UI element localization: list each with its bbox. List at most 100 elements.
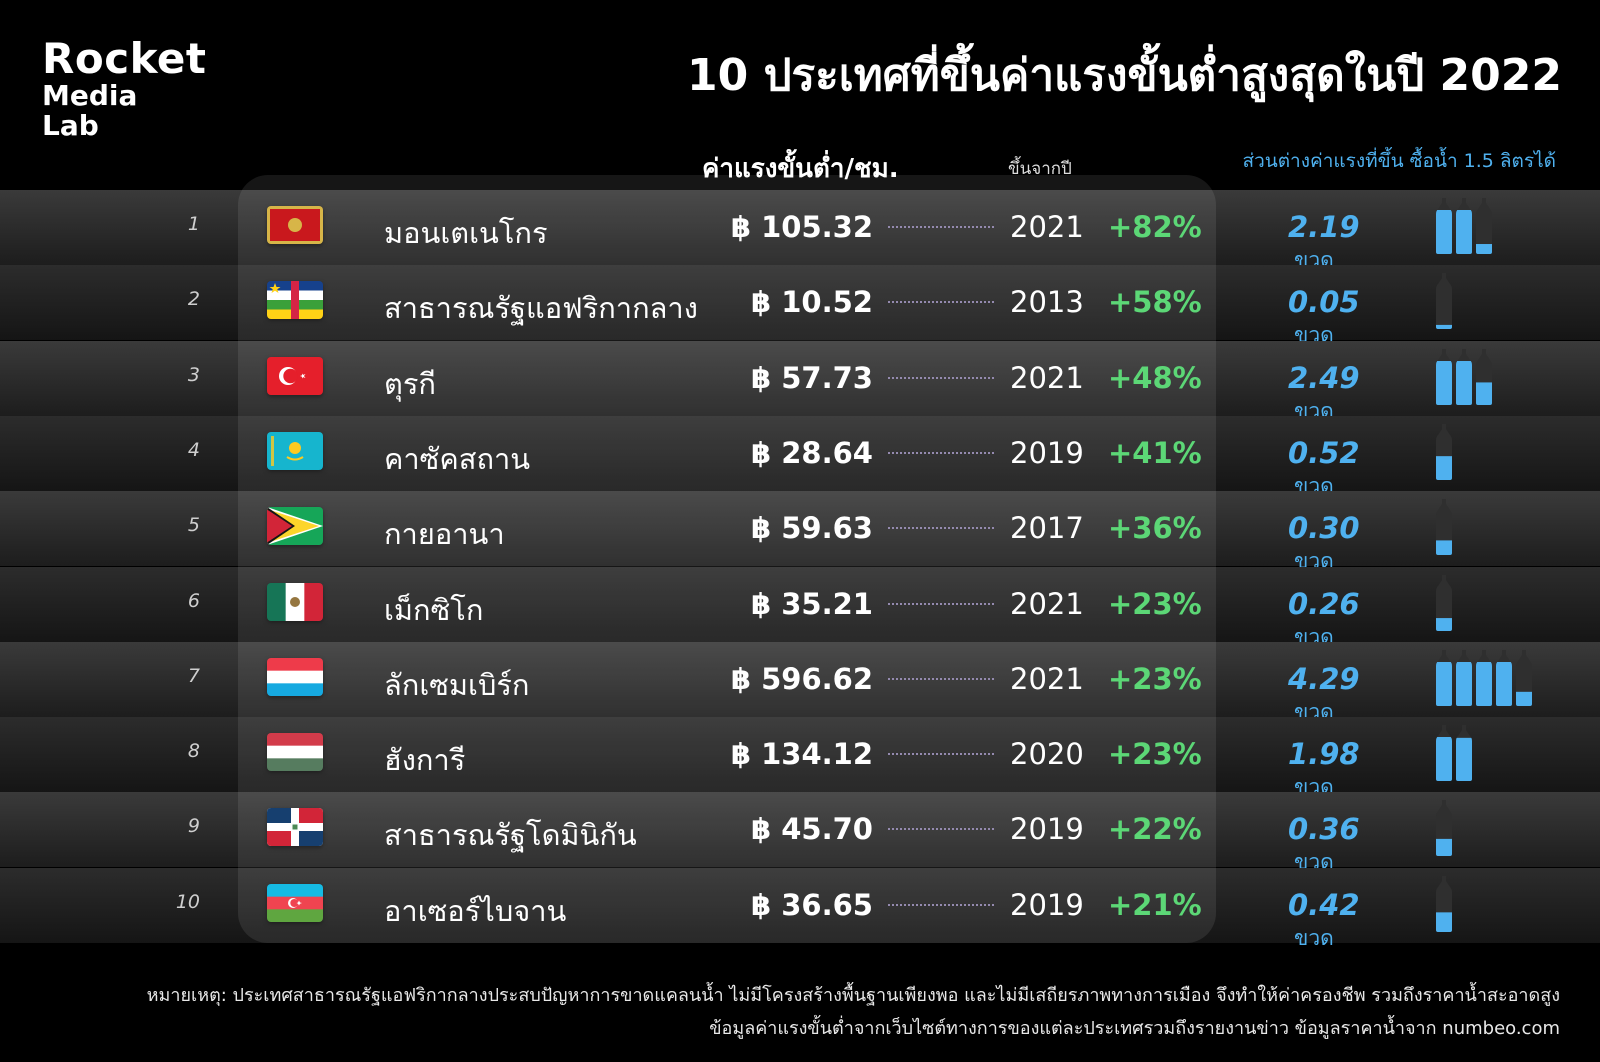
table-row: 3 ตุรกี฿ 57.73 2021 +48% 2.49 ขวด	[0, 340, 1600, 423]
dotted-leader-line	[888, 602, 994, 605]
bottle-count: 1.98	[1288, 737, 1360, 772]
country-name: คาซัคสถาน	[384, 441, 531, 476]
bottle-icons	[1436, 725, 1472, 782]
water-bottles-value: 0.42 ขวด	[1288, 888, 1360, 955]
country-name: เม็กซิโก	[384, 592, 484, 627]
brand-line-2: Media	[42, 79, 138, 112]
increase-percent: +36%	[1108, 511, 1202, 546]
footnote-line-1: หมายเหตุ: ประเทศสาธารณรัฐแอฟริกากลางประส…	[146, 985, 1560, 1006]
water-bottle-icon	[1436, 875, 1452, 932]
header-year: ขึ้นจากปี	[1008, 159, 1072, 179]
min-wage-value: ฿ 105.32	[730, 210, 873, 244]
dotted-leader-line	[888, 903, 994, 906]
hungary-flag-icon	[267, 733, 323, 772]
bottle-icons	[1436, 574, 1452, 631]
dotted-leader-line	[888, 527, 994, 530]
raised-from-year: 2021	[1010, 360, 1084, 395]
bottle-count: 4.29	[1288, 661, 1360, 696]
increase-percent: +22%	[1108, 812, 1202, 847]
rank-number: 4	[187, 438, 200, 461]
raised-from-year: 2019	[1010, 812, 1084, 847]
bottle-unit: ขวด	[1294, 925, 1334, 950]
brand-line-1: Rocket	[42, 34, 207, 83]
min-wage-value: ฿ 134.12	[730, 737, 873, 772]
water-bottle-icon	[1436, 348, 1452, 405]
country-name: ฮังการี	[384, 743, 466, 778]
bottle-icons	[1436, 348, 1492, 405]
chart-title: 10 ประเทศที่ขึ้นค่าแรงขั้นต่ำสูงสุดในปี …	[687, 50, 1562, 101]
min-wage-value: ฿ 28.64	[750, 435, 873, 470]
dotted-leader-line	[888, 451, 994, 454]
water-bottles-value: 4.29 ขวด	[1288, 662, 1360, 729]
bottle-count: 0.42	[1288, 887, 1360, 922]
rank-number: 5	[187, 514, 200, 537]
bottle-count: 2.19	[1288, 210, 1360, 244]
water-bottle-icon	[1436, 574, 1452, 631]
bottle-icons	[1436, 800, 1452, 857]
dotted-leader-line	[888, 753, 994, 756]
water-bottle-icon	[1436, 499, 1452, 556]
raised-from-year: 2021	[1010, 661, 1084, 696]
country-name: ตุรกี	[384, 366, 436, 401]
bottle-count: 0.05	[1288, 285, 1360, 320]
raised-from-year: 2021	[1010, 586, 1084, 621]
water-bottle-icon	[1456, 198, 1472, 254]
dotted-leader-line	[888, 226, 994, 228]
min-wage-value: ฿ 59.63	[750, 511, 873, 546]
footnote-line-2: ข้อมูลค่าแรงขั้นต่ำจากเว็บไซต์ทางการของแ…	[709, 1018, 1560, 1039]
country-name: มอนเตเนโกร	[384, 216, 548, 250]
raised-from-year: 2021	[1010, 210, 1084, 244]
rank-number: 10	[175, 890, 200, 913]
water-bottle-icon	[1436, 800, 1452, 857]
azerbaijan-flag-icon	[267, 883, 323, 922]
raised-from-year: 2013	[1010, 285, 1084, 320]
bottle-icons	[1436, 875, 1452, 932]
table-row: 10 อาเซอร์ไบจาน ฿ 36.65 2019 +21% 0.42 ขวด	[0, 867, 1600, 950]
water-bottle-icon	[1436, 198, 1452, 254]
water-bottle-icon	[1476, 348, 1492, 405]
montenegro-flag-icon	[267, 206, 323, 244]
country-name: สาธารณรัฐโดมินิกัน	[384, 818, 637, 853]
country-name: อาเซอร์ไบจาน	[384, 893, 567, 928]
dominican-republic-flag-icon	[267, 808, 323, 847]
increase-percent: +58%	[1108, 285, 1202, 320]
min-wage-value: ฿ 57.73	[750, 360, 873, 395]
central-african-republic-flag-icon	[267, 281, 323, 320]
min-wage-value: ฿ 45.70	[750, 812, 873, 847]
bottle-icons	[1436, 649, 1532, 706]
table-row: 5 กายอานา฿ 59.63 2017 +36% 0.30 ขวด	[0, 491, 1600, 573]
table-row: 1 มอนเตเนโกร฿ 105.32 2021 +82% 2.19 ขวด	[0, 190, 1600, 272]
guyana-flag-icon	[267, 507, 323, 546]
water-bottle-icon	[1436, 423, 1452, 480]
kazakhstan-flag-icon	[267, 431, 323, 470]
raised-from-year: 2019	[1010, 435, 1084, 470]
bottle-count: 0.52	[1288, 435, 1360, 470]
water-bottle-icon	[1476, 649, 1492, 706]
bottle-count: 0.30	[1288, 511, 1360, 546]
table-row: 7 ลักเซมเบิร์ก฿ 596.62 2021 +23% 4.29 ขวด	[0, 641, 1600, 724]
bottle-icons	[1436, 423, 1452, 480]
table-panel	[238, 175, 1216, 943]
raised-from-year: 2017	[1010, 511, 1084, 546]
bottle-icons	[1436, 198, 1492, 254]
rank-number: 8	[187, 740, 200, 763]
country-name: ลักเซมเบิร์ก	[384, 667, 530, 702]
table-row: 8 ฮังการี฿ 134.12 2020 +23% 1.98 ขวด	[0, 717, 1600, 799]
water-bottle-icon	[1436, 273, 1452, 330]
rank-number: 7	[187, 664, 200, 687]
raised-from-year: 2019	[1010, 887, 1084, 922]
min-wage-value: ฿ 10.52	[750, 285, 873, 320]
increase-percent: +48%	[1108, 360, 1202, 395]
turkey-flag-icon	[267, 356, 323, 395]
water-bottle-icon	[1496, 649, 1512, 706]
brand-logo: Rocket Media Lab	[42, 38, 206, 140]
country-name: กายอานา	[384, 517, 505, 552]
brand-line-3: Lab	[42, 109, 99, 142]
table-row: 6 เม็กซิโก฿ 35.21 2021 +23% 0.26 ขวด	[0, 566, 1600, 649]
bottle-icons	[1436, 499, 1452, 556]
rank-number: 2	[187, 288, 200, 311]
water-bottle-icon	[1456, 649, 1472, 706]
increase-percent: +41%	[1108, 435, 1202, 470]
dotted-leader-line	[888, 677, 994, 680]
raised-from-year: 2020	[1010, 737, 1084, 772]
